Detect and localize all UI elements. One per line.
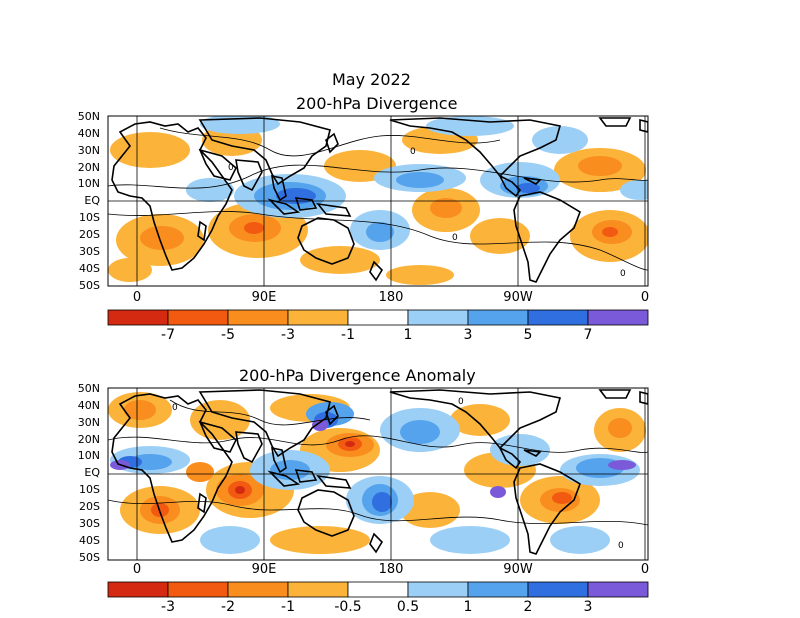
contour-label: 0 bbox=[458, 397, 464, 407]
contour-label: 0 bbox=[172, 403, 178, 413]
panel2-map bbox=[108, 388, 648, 560]
lon-label: 180 bbox=[378, 290, 404, 305]
colorbar-swatch bbox=[527, 309, 589, 326]
lat-label: 20S bbox=[79, 500, 100, 513]
lat-label: 20N bbox=[77, 161, 100, 174]
colorbar-swatch bbox=[527, 581, 589, 598]
colorbar-label: 3 bbox=[463, 327, 473, 343]
colorbar-label: -7 bbox=[161, 327, 175, 343]
lon-label: 0 bbox=[640, 562, 650, 577]
colorbar-label: -0.5 bbox=[334, 599, 362, 615]
lat-label: 30N bbox=[77, 144, 100, 157]
colorbar-label: 1 bbox=[403, 327, 413, 343]
lat-label: 20S bbox=[79, 228, 100, 241]
lat-label: 30S bbox=[79, 245, 100, 258]
colorbar-label: -5 bbox=[221, 327, 235, 343]
lon-label: 90W bbox=[503, 290, 533, 305]
contour-label: 0 bbox=[618, 541, 624, 551]
colorbar-swatch bbox=[227, 309, 289, 326]
lat-label: 10N bbox=[77, 449, 100, 462]
lat-label: 40S bbox=[79, 534, 100, 547]
colorbar-label: -1 bbox=[281, 599, 295, 615]
colorbar-swatch bbox=[287, 309, 349, 326]
colorbar-label: 3 bbox=[583, 599, 593, 615]
colorbar-swatch bbox=[107, 581, 169, 598]
lon-label: 0 bbox=[132, 290, 142, 305]
contour-label: 0 bbox=[228, 163, 234, 173]
lat-label: 50N bbox=[77, 382, 100, 395]
colorbar-label: 5 bbox=[523, 327, 533, 343]
colorbar1 bbox=[107, 309, 649, 326]
colorbar-swatch bbox=[467, 581, 529, 598]
contour-label: 0 bbox=[452, 233, 458, 243]
colorbar-label: -3 bbox=[161, 599, 175, 615]
contour-label: 0 bbox=[620, 269, 626, 279]
colorbar-swatch bbox=[107, 309, 169, 326]
lat-label: 50S bbox=[79, 279, 100, 292]
lat-label: EQ bbox=[84, 466, 100, 479]
lat-label: 50N bbox=[77, 110, 100, 123]
lat-label: 40N bbox=[77, 399, 100, 412]
colorbar-swatch bbox=[347, 581, 409, 598]
contour-label: 0 bbox=[410, 147, 416, 157]
lon-label: 90E bbox=[251, 290, 277, 305]
colorbar-label: 2 bbox=[523, 599, 533, 615]
panel1-title: 200-hPa Divergence bbox=[296, 94, 458, 113]
colorbar-label: -2 bbox=[221, 599, 235, 615]
colorbar-swatch bbox=[407, 581, 469, 598]
colorbar-swatch bbox=[167, 309, 229, 326]
lon-label: 0 bbox=[640, 290, 650, 305]
lon-label: 90W bbox=[503, 562, 533, 577]
colorbar-swatch bbox=[587, 309, 649, 326]
panel1-frame bbox=[107, 115, 649, 287]
lat-label: 10S bbox=[79, 211, 100, 224]
lat-label: 30N bbox=[77, 416, 100, 429]
colorbar-label: 1 bbox=[463, 599, 473, 615]
colorbar-swatch bbox=[227, 581, 289, 598]
colorbar-label: 0.5 bbox=[396, 599, 420, 615]
month-title: May 2022 bbox=[332, 70, 411, 89]
colorbar-swatch bbox=[587, 581, 649, 598]
lon-label: 180 bbox=[378, 562, 404, 577]
panel2-frame bbox=[107, 387, 649, 561]
panel1-map bbox=[108, 116, 648, 286]
colorbar-swatch bbox=[287, 581, 349, 598]
lat-label: 20N bbox=[77, 433, 100, 446]
lat-label: 50S bbox=[79, 551, 100, 564]
colorbar-swatch bbox=[167, 581, 229, 598]
colorbar-label: -1 bbox=[341, 327, 355, 343]
lat-label: 10N bbox=[77, 177, 100, 190]
lon-label: 90E bbox=[251, 562, 277, 577]
lat-label: 40S bbox=[79, 262, 100, 275]
lat-label: EQ bbox=[84, 194, 100, 207]
lat-label: 10S bbox=[79, 483, 100, 496]
colorbar-swatch bbox=[347, 309, 409, 326]
colorbar2 bbox=[107, 581, 649, 598]
colorbar-label: -3 bbox=[281, 327, 295, 343]
colorbar-swatch bbox=[467, 309, 529, 326]
colorbar-swatch bbox=[407, 309, 469, 326]
colorbar-label: 7 bbox=[583, 327, 593, 343]
lat-label: 40N bbox=[77, 127, 100, 140]
lon-label: 0 bbox=[132, 562, 142, 577]
panel2-title: 200-hPa Divergence Anomaly bbox=[239, 366, 476, 385]
lat-label: 30S bbox=[79, 517, 100, 530]
